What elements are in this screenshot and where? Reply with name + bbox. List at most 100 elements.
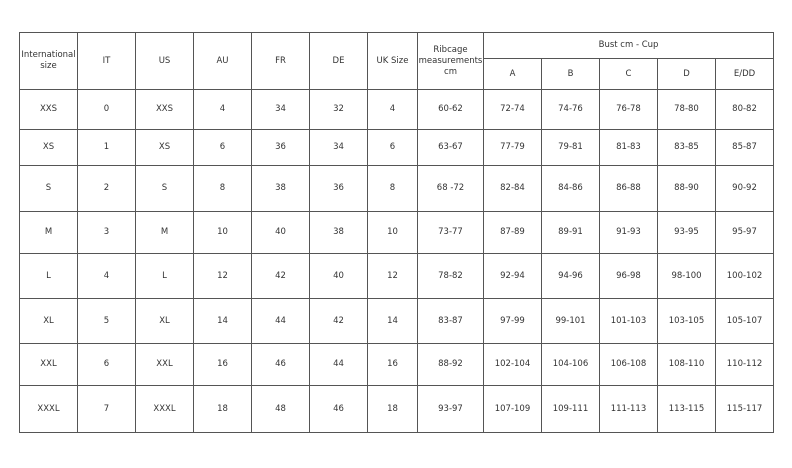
table-cell: 95-97 xyxy=(714,211,775,254)
table-cell: 18 xyxy=(367,385,418,433)
table-cell: S xyxy=(19,165,78,212)
table-cell: 89-91 xyxy=(541,211,600,254)
table-cell: 85-87 xyxy=(714,129,775,166)
table-cell: XXL xyxy=(19,343,78,386)
table-cell: 5 xyxy=(77,298,136,344)
header-international-size: International size xyxy=(19,32,78,90)
table-cell: 76-78 xyxy=(599,89,658,130)
table-cell: 48 xyxy=(251,385,310,433)
table-cell: 0 xyxy=(77,89,136,130)
header-it: IT xyxy=(77,32,136,90)
table-cell: 84-86 xyxy=(541,165,600,212)
table-cell: 102-104 xyxy=(483,343,542,386)
table-cell: 14 xyxy=(367,298,418,344)
table-cell: 106-108 xyxy=(599,343,658,386)
table-cell: 10 xyxy=(193,211,252,254)
header-de: DE xyxy=(309,32,368,90)
table-cell: 105-107 xyxy=(714,298,775,344)
table-row: XXXL 7 XXXL 18 48 46 18 93-97 107-109 109-111 111-… xyxy=(19,385,775,433)
header-cup-b: B xyxy=(541,58,600,90)
table-cell: 6 xyxy=(77,343,136,386)
table-cell: 100-102 xyxy=(714,253,775,299)
table-row: XL 5 XL 14 44 42 14 83-87 97-99 99-101 101-103 103-… xyxy=(19,298,775,344)
table-cell: 2 xyxy=(77,165,136,212)
header-cup-e-dd: E/DD xyxy=(714,58,775,90)
table-row: XXL 6 XXL 16 46 44 16 88-92 102-104 104-106 106-10… xyxy=(19,343,775,386)
table-cell: 96-98 xyxy=(599,253,658,299)
table-cell: 86-88 xyxy=(599,165,658,212)
table-row: M 3 M 10 40 38 10 73-77 87-89 89-91 91-93 93-95 95-9… xyxy=(19,211,775,254)
table-cell: 115-117 xyxy=(714,385,775,433)
table-cell: 4 xyxy=(193,89,252,130)
table-cell: 46 xyxy=(309,385,368,433)
table-cell: 88-90 xyxy=(657,165,716,212)
table-cell: M xyxy=(19,211,78,254)
table-row: S 2 S 8 38 36 8 68 -72 82-84 84-86 86-88 88-90 90-92 xyxy=(19,165,775,212)
size-chart-table: International size IT US AU FR DE UK Siz… xyxy=(19,32,775,433)
table-cell: 40 xyxy=(251,211,310,254)
table-cell: 63-67 xyxy=(417,129,484,166)
table-cell: 4 xyxy=(367,89,418,130)
table-cell: 10 xyxy=(367,211,418,254)
table-row: XS 1 XS 6 36 34 6 63-67 77-79 79-81 81-83 83-85 85-8… xyxy=(19,129,775,166)
table-cell: 90-92 xyxy=(714,165,775,212)
table-cell: 16 xyxy=(193,343,252,386)
table-cell: XS xyxy=(135,129,194,166)
table-cell: 16 xyxy=(367,343,418,386)
table-cell: 108-110 xyxy=(657,343,716,386)
table-cell: XXS xyxy=(135,89,194,130)
table-cell: 92-94 xyxy=(483,253,542,299)
header-cup-c: C xyxy=(599,58,658,90)
table-cell: 44 xyxy=(309,343,368,386)
table-cell: 38 xyxy=(251,165,310,212)
table-cell: 78-80 xyxy=(657,89,716,130)
table-cell: 40 xyxy=(309,253,368,299)
table-cell: 34 xyxy=(309,129,368,166)
header-us: US xyxy=(135,32,194,90)
table-cell: 73-77 xyxy=(417,211,484,254)
table-cell: 4 xyxy=(77,253,136,299)
table-cell: S xyxy=(135,165,194,212)
table-cell: 3 xyxy=(77,211,136,254)
table-cell: 111-113 xyxy=(599,385,658,433)
table-cell: 1 xyxy=(77,129,136,166)
table-cell: 42 xyxy=(251,253,310,299)
table-cell: M xyxy=(135,211,194,254)
header-ribcage: Ribcage measurements cm xyxy=(417,32,484,90)
table-cell: 12 xyxy=(193,253,252,299)
table-row: L 4 L 12 42 40 12 78-82 92-94 94-96 96-98 98-100 100… xyxy=(19,253,775,299)
table-cell: 98-100 xyxy=(657,253,716,299)
header-bust-cup: Bust cm - Cup xyxy=(482,32,775,59)
table-cell: 104-106 xyxy=(541,343,600,386)
table-cell: 83-87 xyxy=(417,298,484,344)
table-cell: 83-85 xyxy=(657,129,716,166)
table-cell: 110-112 xyxy=(714,343,775,386)
table-cell: 72-74 xyxy=(483,89,542,130)
table-cell: 60-62 xyxy=(417,89,484,130)
table-cell: 101-103 xyxy=(599,298,658,344)
header-uk-size: UK Size xyxy=(367,32,418,90)
table-cell: 80-82 xyxy=(714,89,775,130)
table-cell: XXL xyxy=(135,343,194,386)
table-cell: 38 xyxy=(309,211,368,254)
table-cell: 14 xyxy=(193,298,252,344)
table-cell: 99-101 xyxy=(541,298,600,344)
table-cell: 77-79 xyxy=(483,129,542,166)
table-cell: 78-82 xyxy=(417,253,484,299)
table-cell: 68 -72 xyxy=(417,165,484,212)
table-cell: XXS xyxy=(19,89,78,130)
table-cell: 8 xyxy=(367,165,418,212)
table-cell: 36 xyxy=(251,129,310,166)
header-au: AU xyxy=(193,32,252,90)
table-cell: 93-97 xyxy=(417,385,484,433)
table-cell: XL xyxy=(135,298,194,344)
table-cell: 103-105 xyxy=(657,298,716,344)
table-cell: 107-109 xyxy=(483,385,542,433)
table-cell: XXXL xyxy=(135,385,194,433)
table-cell: 12 xyxy=(367,253,418,299)
table-cell: XL xyxy=(19,298,78,344)
table-cell: 32 xyxy=(309,89,368,130)
table-cell: 18 xyxy=(193,385,252,433)
table-cell: 42 xyxy=(309,298,368,344)
table-cell: XXXL xyxy=(19,385,78,433)
